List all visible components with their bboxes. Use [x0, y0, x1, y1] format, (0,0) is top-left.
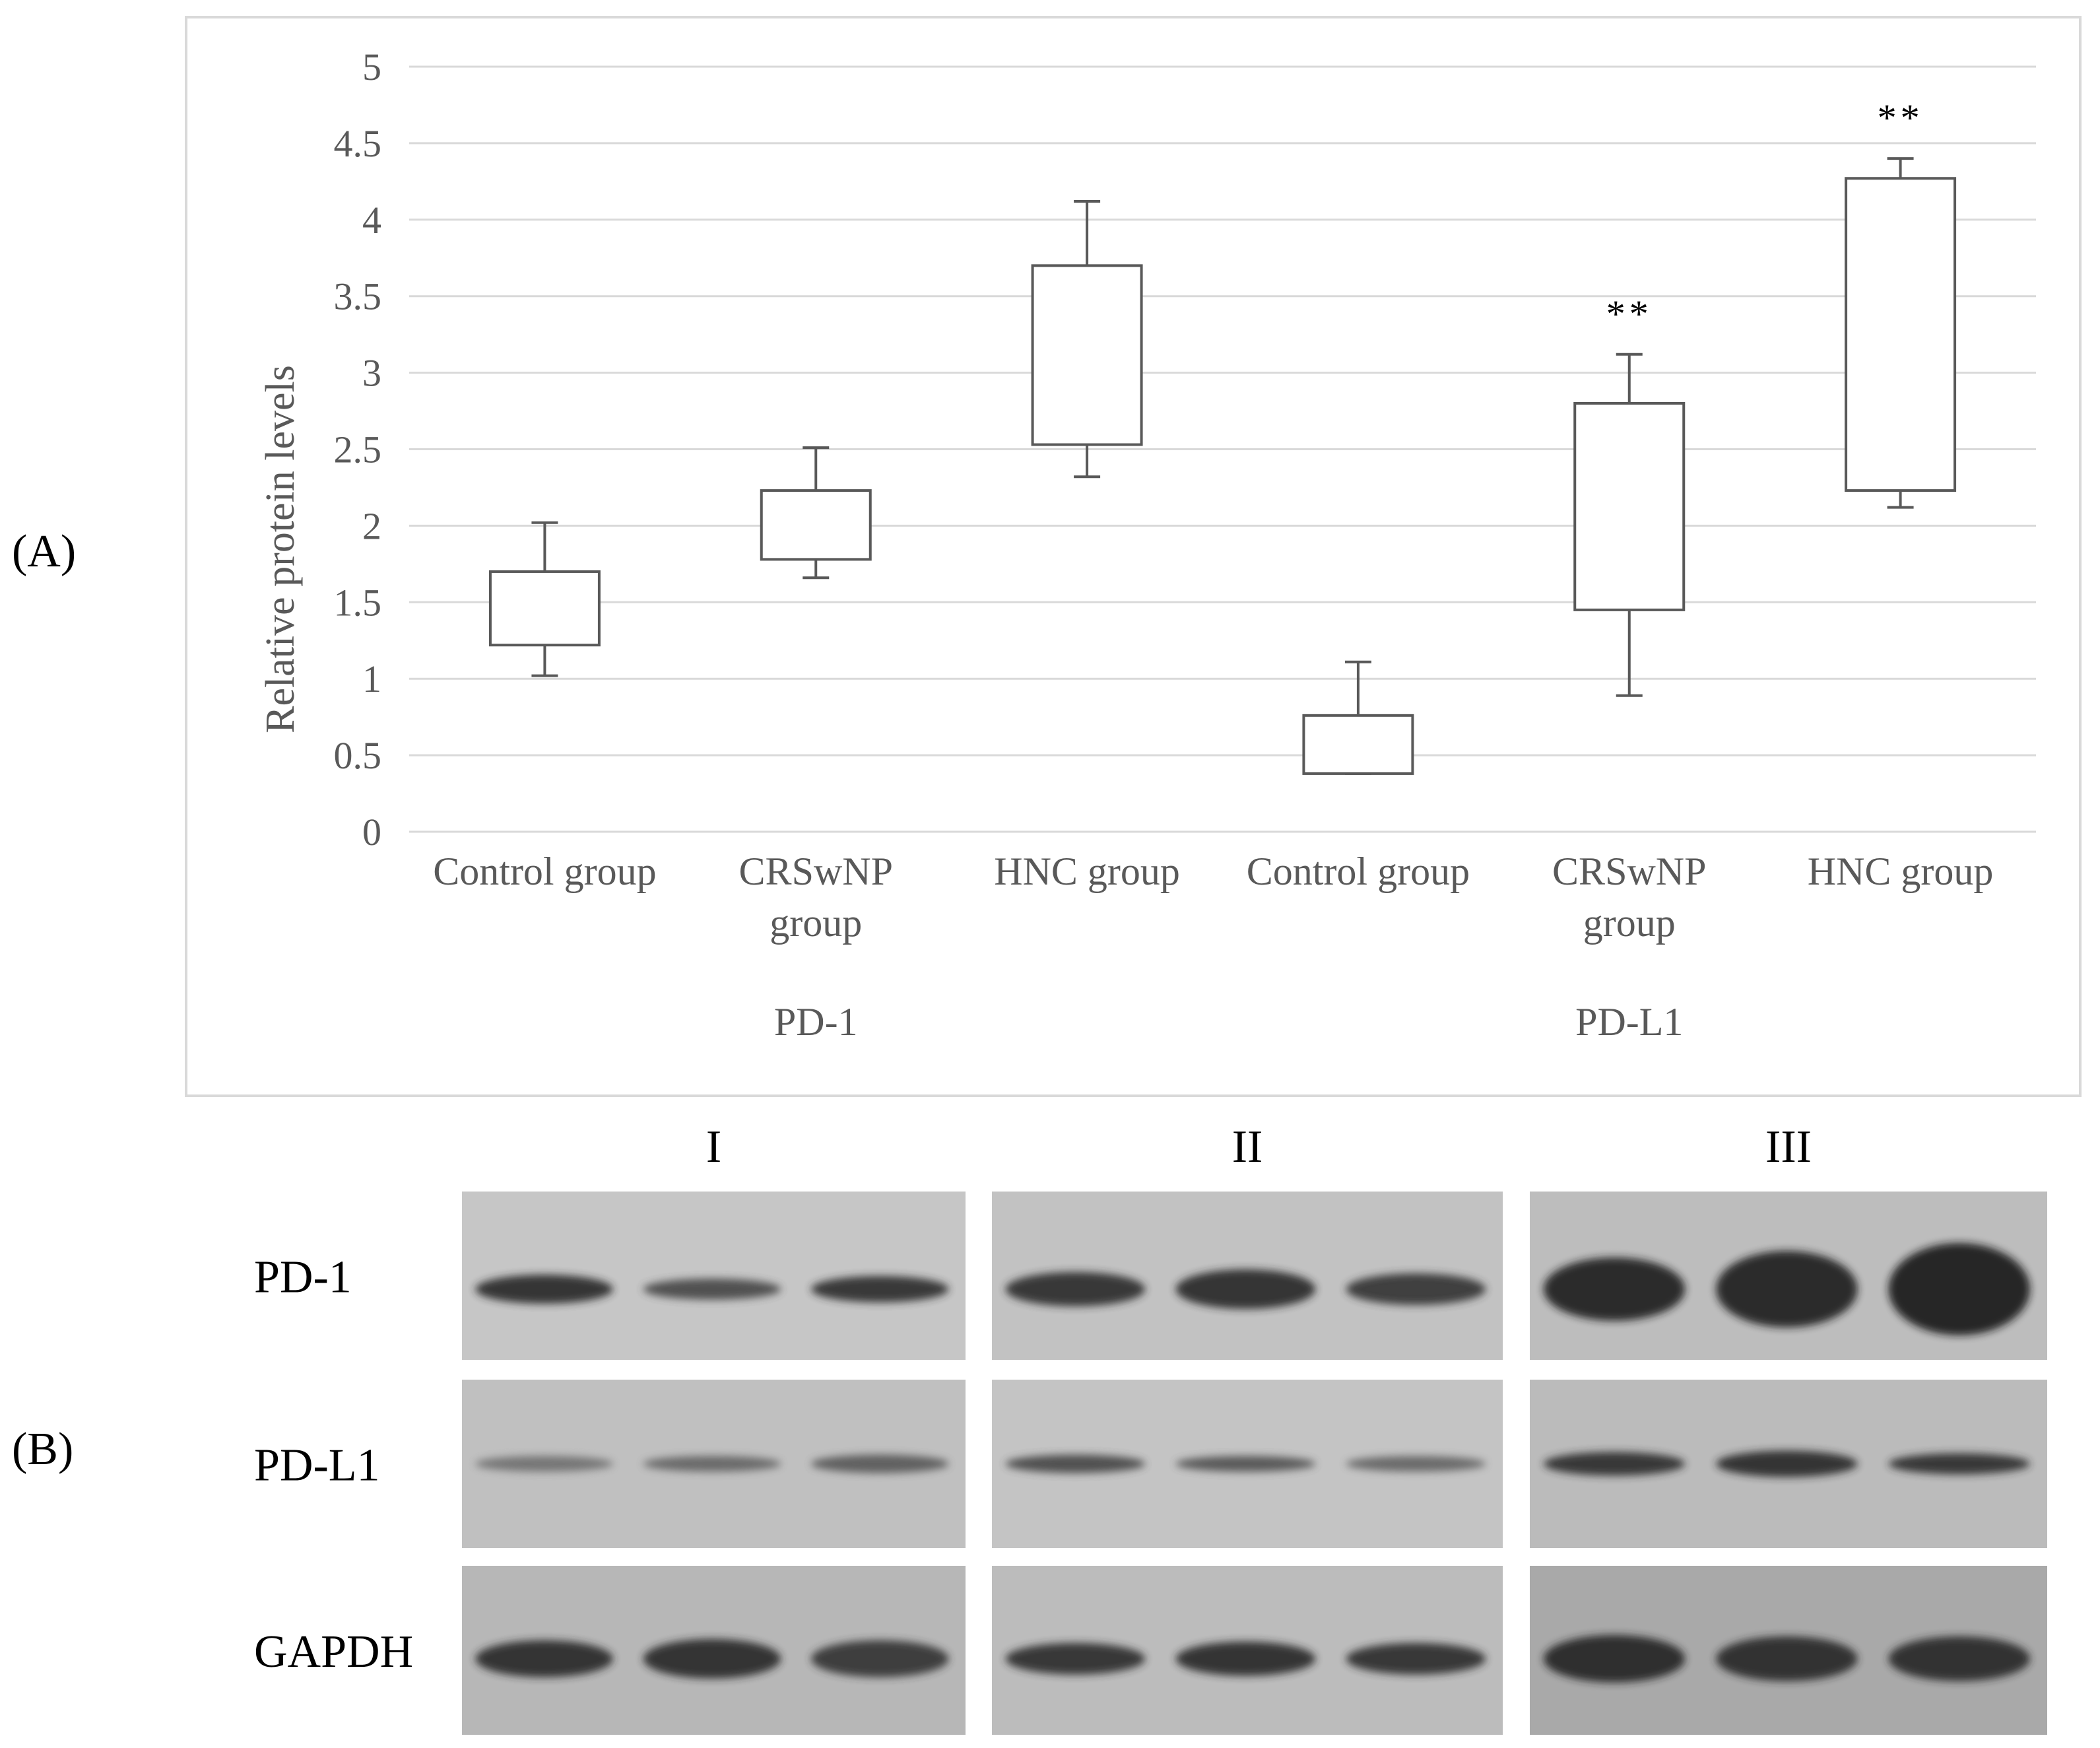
blot-band [1543, 1452, 1686, 1476]
blot-band [1175, 1269, 1316, 1309]
panel-label-a: (A) [12, 526, 76, 577]
blot-band [1175, 1641, 1316, 1676]
group-label: PD-L1 [1575, 1000, 1683, 1044]
blot-panels [462, 1192, 2047, 1735]
y-tick-label: 5 [362, 46, 381, 88]
blot-band [1543, 1634, 1686, 1683]
box-rect [488, 570, 601, 647]
blot-panel-pd-1-2 [992, 1192, 1503, 1360]
y-tick-label: 0 [362, 811, 381, 854]
x-tick-label: group [1583, 901, 1676, 945]
blot-panel-pd-1-1 [462, 1192, 966, 1360]
y-tick-label: 0.5 [334, 734, 382, 777]
blot-band [1005, 1642, 1146, 1675]
blot-band [1716, 1636, 1858, 1681]
x-tick-label: CRSwNP [1552, 850, 1706, 893]
blot-panel-pd-l1-2 [992, 1380, 1503, 1548]
blot-band [1888, 1453, 2030, 1475]
blot-band [811, 1454, 949, 1473]
x-tick-label: Control group [1247, 850, 1470, 893]
y-tick-label: 2 [362, 504, 381, 547]
y-tick-label: 3.5 [334, 275, 382, 318]
blot-band [1716, 1250, 1858, 1328]
y-tick-label: 1.5 [334, 581, 382, 624]
x-tick-label: CRSwNP [739, 850, 893, 893]
blot-column-header: II [1232, 1122, 1263, 1172]
y-tick-label: 4.5 [334, 122, 382, 165]
blot-band [643, 1278, 781, 1300]
blot-band [1346, 1273, 1486, 1305]
blot-column-header: I [706, 1122, 721, 1172]
blot-band [1543, 1257, 1686, 1321]
box-6: ** [1845, 96, 1957, 509]
blot-panel-pd-1-3 [1530, 1192, 2047, 1360]
group-label: PD-1 [774, 1000, 858, 1044]
blot-panel-pd-l1-1 [462, 1380, 966, 1548]
blot-band [643, 1456, 781, 1472]
blot-band [1005, 1454, 1146, 1473]
box-1 [488, 521, 601, 677]
box-chart: 0 0.5 1 1.5 2 2.5 3 3.5 4 4.5 5 Relative protein l… [185, 16, 2082, 1097]
blot-row-labels: PD-1 PD-L1 GAPDH [254, 1252, 413, 1678]
x-tick-label: HNC group [994, 850, 1180, 893]
blot-band [1175, 1456, 1316, 1472]
gridlines [409, 65, 2036, 833]
box-rect [1845, 177, 1957, 492]
blot-panel-gapdh-3 [1530, 1566, 2047, 1735]
blot-row-label: PD-1 [254, 1252, 352, 1303]
box-4 [1302, 660, 1414, 775]
x-tick-labels: Control group CRSwNP group HNC group Control… [433, 850, 1993, 945]
blot-band [643, 1638, 781, 1679]
x-tick-label: group [770, 901, 862, 945]
blot-band [1888, 1636, 2030, 1681]
blot-row-label: GAPDH [254, 1627, 413, 1677]
blot-row-label: PD-L1 [254, 1440, 380, 1491]
blot-band [1346, 1642, 1486, 1675]
box-rect [760, 489, 872, 561]
y-tick-label: 4 [362, 199, 381, 242]
panel-label-b: (B) [12, 1424, 73, 1475]
blot-panel-gapdh-1 [462, 1566, 966, 1735]
box-5: ** [1573, 292, 1686, 697]
blot-band [1005, 1271, 1146, 1306]
x-tick-label: HNC group [1808, 850, 1994, 893]
y-tick-label: 1 [362, 657, 381, 700]
blot-band [475, 1274, 613, 1304]
y-axis-title: Relative protein levels [258, 365, 303, 733]
box-rect [1573, 401, 1686, 611]
chart-frame [185, 16, 2082, 1097]
blot-panel-gapdh-2 [992, 1566, 1503, 1735]
x-tick-label: Control group [433, 850, 656, 893]
box-2 [760, 446, 872, 580]
y-tick-label: 3 [362, 352, 381, 395]
category-group-labels: PD-1 PD-L1 [774, 1000, 1684, 1044]
blot-column-headers: I II III [706, 1122, 1812, 1172]
significance-marker: ** [1878, 96, 1924, 139]
blot-band [811, 1640, 949, 1677]
blot-column-header: III [1765, 1122, 1812, 1172]
box-3 [1031, 199, 1143, 479]
significance-marker: ** [1606, 292, 1653, 335]
blot-panel-pd-l1-3 [1530, 1380, 2047, 1548]
blot-band [1346, 1456, 1486, 1472]
blot-band [475, 1640, 613, 1677]
blot-band [1716, 1450, 1858, 1477]
blot-band [475, 1456, 613, 1472]
blot-band [811, 1275, 949, 1302]
blot-band [1888, 1242, 2030, 1335]
boxes: ** ** [488, 96, 1957, 775]
box-rect [1302, 714, 1414, 775]
y-tick-labels: 0 0.5 1 1.5 2 2.5 3 3.5 4 4.5 5 [334, 46, 382, 854]
y-tick-label: 2.5 [334, 428, 382, 471]
box-rect [1031, 264, 1143, 446]
